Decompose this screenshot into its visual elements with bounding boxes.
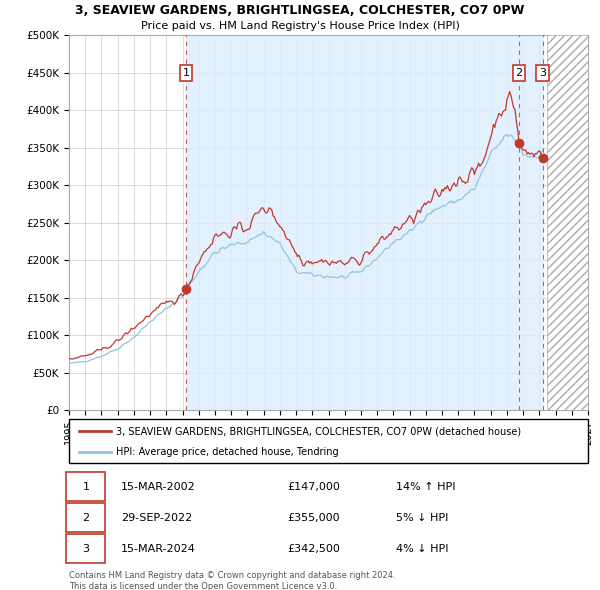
Bar [186,35,543,410]
Text: £355,000: £355,000 [287,513,340,523]
Text: HPI: Average price, detached house, Tendring: HPI: Average price, detached house, Tend… [116,447,338,457]
Bar [547,35,588,410]
Text: Price paid vs. HM Land Registry's House Price Index (HPI): Price paid vs. HM Land Registry's House … [140,21,460,31]
FancyBboxPatch shape [67,503,106,532]
Text: 29-SEP-2022: 29-SEP-2022 [121,513,192,523]
Text: 3, SEAVIEW GARDENS, BRIGHTLINGSEA, COLCHESTER, CO7 0PW: 3, SEAVIEW GARDENS, BRIGHTLINGSEA, COLCH… [76,4,524,17]
Text: 1: 1 [182,68,190,78]
Text: 3: 3 [83,544,89,554]
Text: 4% ↓ HPI: 4% ↓ HPI [396,544,448,554]
Text: 3: 3 [539,68,546,78]
Text: 1: 1 [83,481,89,491]
Text: £342,500: £342,500 [287,544,340,554]
FancyBboxPatch shape [67,535,106,563]
Text: 2: 2 [515,68,523,78]
FancyBboxPatch shape [69,419,588,463]
Text: 15-MAR-2024: 15-MAR-2024 [121,544,196,554]
Text: £147,000: £147,000 [287,481,340,491]
Text: 5% ↓ HPI: 5% ↓ HPI [396,513,448,523]
Text: 2: 2 [83,513,89,523]
FancyBboxPatch shape [67,472,106,501]
Text: Contains HM Land Registry data © Crown copyright and database right 2024.
This d: Contains HM Land Registry data © Crown c… [69,571,395,590]
Bar [547,35,588,410]
Text: 15-MAR-2002: 15-MAR-2002 [121,481,196,491]
Text: 14% ↑ HPI: 14% ↑ HPI [396,481,455,491]
Text: 3, SEAVIEW GARDENS, BRIGHTLINGSEA, COLCHESTER, CO7 0PW (detached house): 3, SEAVIEW GARDENS, BRIGHTLINGSEA, COLCH… [116,427,521,436]
